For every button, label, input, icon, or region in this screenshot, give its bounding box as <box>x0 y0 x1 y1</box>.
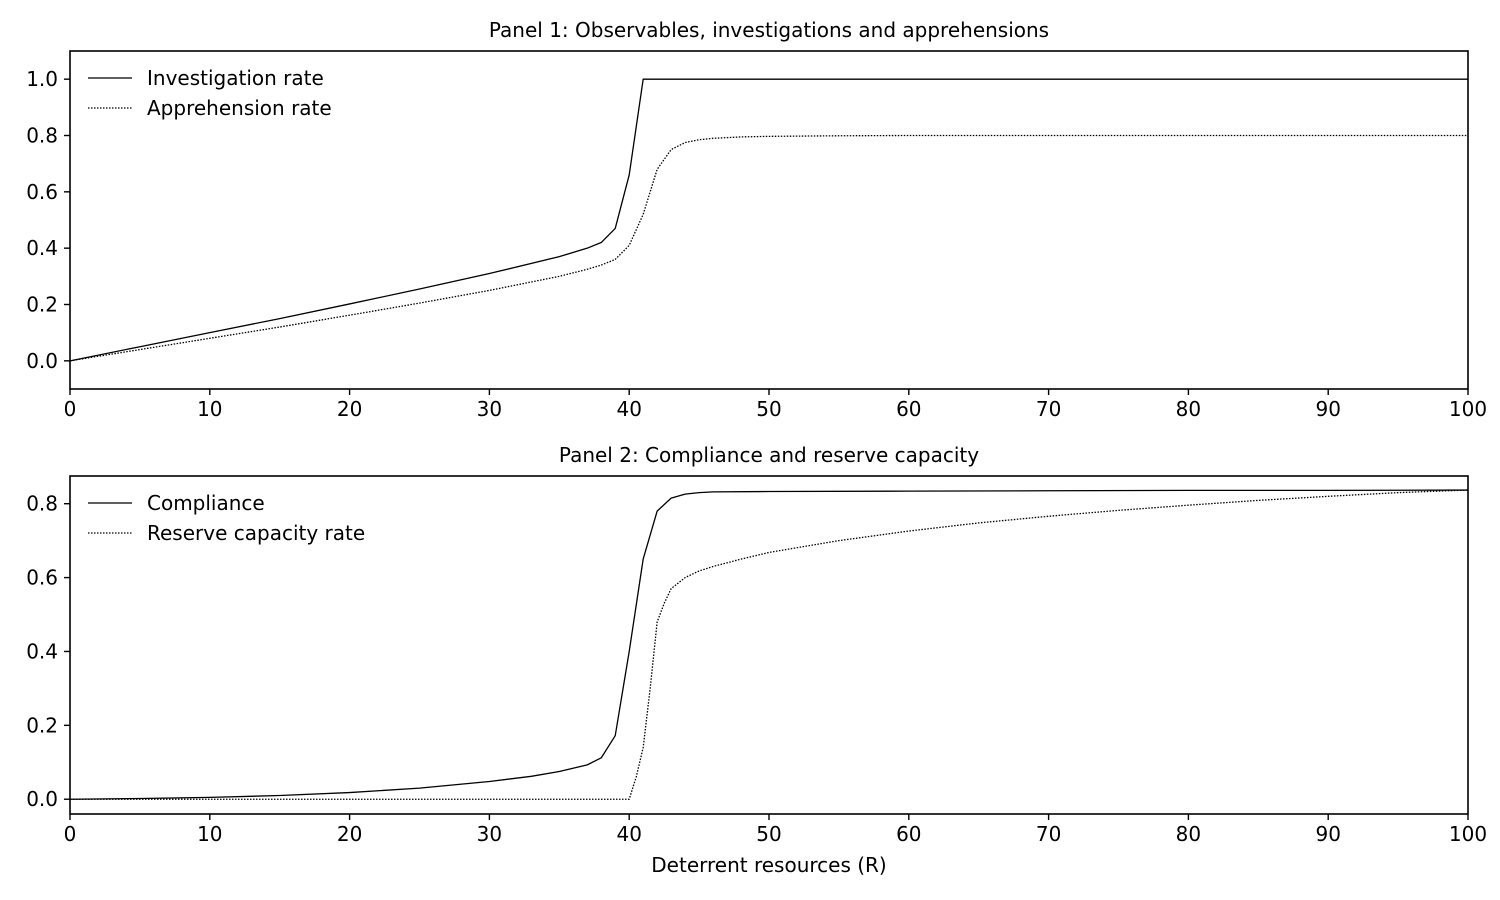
x-tick-label: 70 <box>1036 822 1061 846</box>
legend-label: Reserve capacity rate <box>147 521 365 545</box>
x-tick-label: 20 <box>337 397 362 421</box>
panel-2-title: Panel 2: Compliance and reserve capacity <box>559 443 979 467</box>
y-tick-label: 0.8 <box>26 124 58 148</box>
panel-1-series-investigation-rate <box>69 78 1468 362</box>
y-tick-label: 0.4 <box>26 236 58 260</box>
x-tick-label: 10 <box>197 822 222 846</box>
x-tick-label: 90 <box>1315 822 1340 846</box>
legend-label: Compliance <box>147 491 265 515</box>
panel-1-series-apprehension-rate <box>69 134 1468 362</box>
x-tick-label: 30 <box>477 397 502 421</box>
legend-label: Apprehension rate <box>147 96 332 120</box>
y-tick-label: 0.8 <box>26 492 58 516</box>
y-tick-label: 0.2 <box>26 713 58 737</box>
y-tick-label: 0.0 <box>26 787 58 811</box>
x-tick-label: 80 <box>1176 397 1201 421</box>
x-tick-label: 60 <box>896 397 921 421</box>
x-tick-label: 0 <box>64 397 77 421</box>
x-tick-label: 100 <box>1449 822 1487 846</box>
panel-1-legend: Investigation rate Apprehension rate <box>88 66 332 120</box>
y-tick-label: 1.0 <box>26 67 58 91</box>
x-tick-label: 20 <box>337 822 362 846</box>
x-tick-label: 0 <box>64 822 77 846</box>
x-tick-label: 70 <box>1036 397 1061 421</box>
y-tick-label: 0.0 <box>26 349 58 373</box>
legend-label: Investigation rate <box>147 66 324 90</box>
x-tick-label: 40 <box>616 397 641 421</box>
panel-2-legend: Compliance Reserve capacity rate <box>88 491 365 545</box>
y-tick-label: 0.2 <box>26 293 58 317</box>
y-tick-label: 0.6 <box>26 180 58 204</box>
x-tick-label: 80 <box>1176 822 1201 846</box>
x-tick-label: 100 <box>1449 397 1487 421</box>
x-tick-label: 40 <box>616 822 641 846</box>
x-tick-label: 60 <box>896 822 921 846</box>
x-tick-label: 30 <box>477 822 502 846</box>
panel-2: Panel 2: Compliance and reserve capacity… <box>26 443 1487 877</box>
x-tick-label: 10 <box>197 397 222 421</box>
x-tick-label: 50 <box>756 822 781 846</box>
x-tick-label: 90 <box>1315 397 1340 421</box>
y-tick-label: 0.4 <box>26 639 58 663</box>
panel-2-series-reserve-capacity-rate <box>70 489 1469 800</box>
panel-2-x-axis-label: Deterrent resources (R) <box>651 853 886 877</box>
y-tick-label: 0.6 <box>26 566 58 590</box>
x-tick-label: 50 <box>756 397 781 421</box>
panel-1: Panel 1: Observables, investigations and… <box>26 18 1487 421</box>
panel-2-series-compliance <box>69 489 1469 800</box>
panel-1-title: Panel 1: Observables, investigations and… <box>489 18 1049 42</box>
